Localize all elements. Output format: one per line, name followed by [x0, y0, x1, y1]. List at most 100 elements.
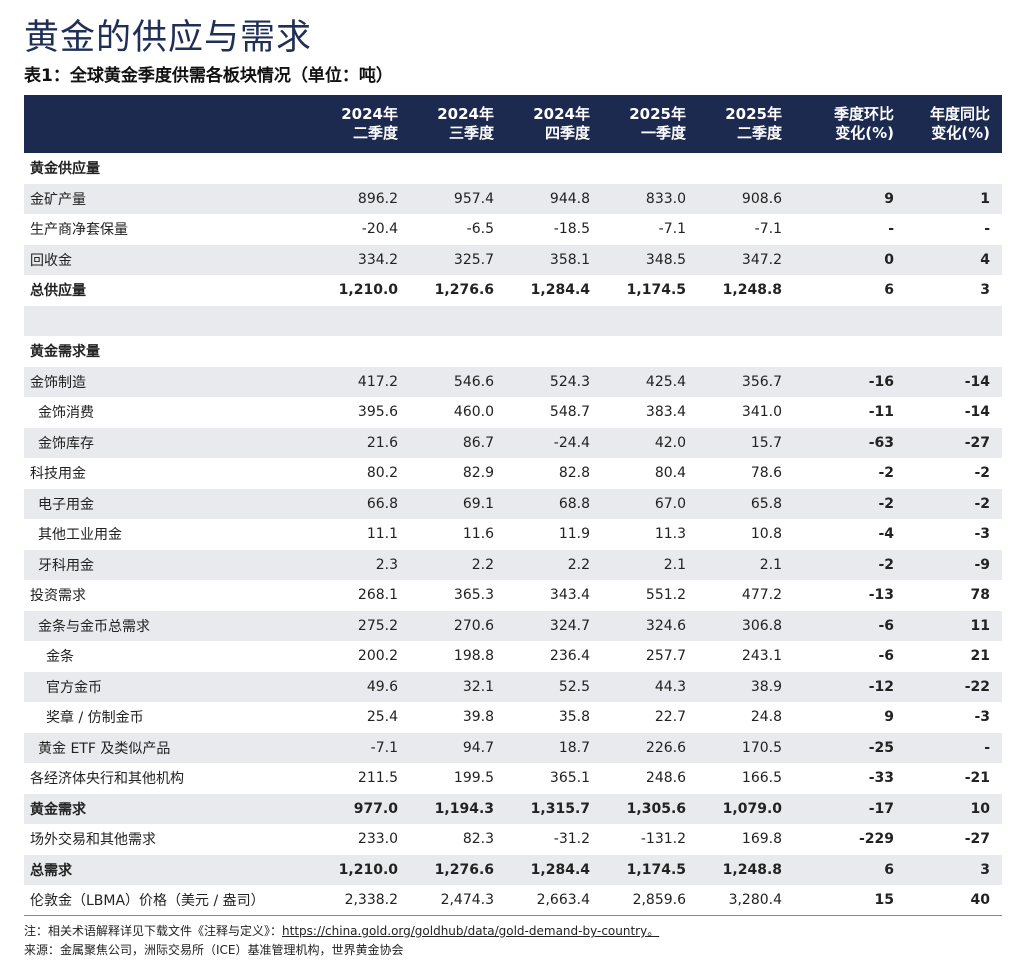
value-cell: 52.5: [558, 678, 590, 695]
column-header: 2024年 四季度: [506, 95, 602, 153]
row-label: 金条: [46, 649, 74, 666]
column-header-line2: 三季度: [448, 124, 494, 142]
value-cell: 24.8: [750, 709, 782, 726]
column-header-line2: 一季度: [640, 124, 686, 142]
table-caption: 表1：全球黄金季度供需各板块情况（单位：吨）: [24, 66, 393, 86]
change-cell: [794, 336, 906, 367]
table-row: 金饰消费 395.6 460.0 548.7 383.4 341.0 -11 -14: [24, 397, 1002, 428]
value-cell: [506, 306, 602, 337]
change-cell: -3: [974, 526, 990, 543]
change-cell: -4: [878, 526, 894, 543]
value-cell: 211.5: [357, 770, 398, 787]
row-label: 回收金: [30, 252, 72, 269]
value-cell: 365.3: [453, 587, 494, 604]
value-cell: 39.8: [462, 709, 494, 726]
value-cell: 268.1: [357, 587, 398, 604]
value-cell: 417.2: [357, 373, 398, 390]
row-label: 生产商净套保量: [30, 222, 128, 239]
value-cell: 25.4: [366, 709, 398, 726]
value-cell: 548.7: [549, 404, 590, 421]
column-header-line2: 二季度: [352, 124, 398, 142]
value-cell: 94.7: [462, 739, 494, 756]
row-label: 金饰消费: [38, 405, 94, 422]
value-cell: 68.8: [558, 495, 590, 512]
note-link[interactable]: https://china.gold.org/goldhub/data/gold…: [282, 924, 660, 938]
change-cell: -14: [964, 373, 990, 390]
change-cell: [906, 306, 1002, 337]
row-label: 总供应量: [30, 283, 86, 300]
table-row: 场外交易和其他需求 233.0 82.3 -31.2 -131.2 169.8 -229 -2…: [24, 824, 1002, 855]
value-cell: 82.9: [462, 465, 494, 482]
table-row: 其他工业用金 11.1 11.6 11.9 11.3 10.8 -4 -3: [24, 519, 1002, 550]
value-cell: -31.2: [553, 831, 590, 848]
change-cell: 9: [884, 190, 894, 207]
table-row: 总需求 1,210.0 1,276.6 1,284.4 1,174.5 1,248.8 6 3: [24, 854, 1002, 885]
value-cell: 341.0: [741, 404, 782, 421]
table-row: 电子用金 66.8 69.1 68.8 67.0 65.8 -2 -2: [24, 488, 1002, 519]
value-cell: 44.3: [654, 678, 686, 695]
row-label: 其他工业用金: [38, 527, 122, 544]
value-cell: 944.8: [549, 190, 590, 207]
value-cell: 82.8: [558, 465, 590, 482]
value-cell: -24.4: [553, 434, 590, 451]
value-cell: 524.3: [549, 373, 590, 390]
change-cell: 3: [980, 282, 990, 299]
value-cell: [314, 306, 410, 337]
table-row: 金饰制造 417.2 546.6 524.3 425.4 356.7 -16 -14: [24, 366, 1002, 397]
change-cell: -2: [878, 465, 894, 482]
source-line: 来源：金属聚焦公司，洲际交易所（ICE）基准管理机构，世界黄金协会: [24, 943, 404, 957]
table-row: 黄金 ETF 及类似产品 -7.1 94.7 18.7 226.6 170.5 -25 -: [24, 732, 1002, 763]
value-cell: 477.2: [741, 587, 782, 604]
value-cell: 49.6: [366, 678, 398, 695]
value-cell: 977.0: [353, 800, 398, 817]
column-header: 季度环比 变化(%): [794, 95, 906, 153]
value-cell: [602, 153, 698, 184]
change-cell: -21: [964, 770, 990, 787]
value-cell: 21.6: [366, 434, 398, 451]
table-row: 生产商净套保量 -20.4 -6.5 -18.5 -7.1 -7.1 - -: [24, 214, 1002, 245]
value-cell: 395.6: [357, 404, 398, 421]
change-cell: -63: [868, 434, 894, 451]
column-header-line2: 变化(%): [835, 124, 894, 142]
row-label: 金矿产量: [30, 191, 86, 208]
value-cell: 78.6: [750, 465, 782, 482]
change-cell: 21: [970, 648, 990, 665]
change-cell: -: [888, 221, 894, 238]
value-cell: [698, 153, 794, 184]
change-cell: -27: [964, 434, 990, 451]
value-cell: 324.6: [645, 617, 686, 634]
value-cell: 199.5: [453, 770, 494, 787]
value-cell: 2,663.4: [506, 885, 602, 916]
value-cell: -7.1: [370, 739, 398, 756]
column-header: 2025年 一季度: [602, 95, 698, 153]
row-label: 金条与金币总需求: [38, 618, 150, 635]
row-label: 官方金币: [46, 679, 102, 696]
column-header: 2024年 二季度: [314, 95, 410, 153]
value-cell: 1,305.6: [626, 800, 686, 817]
value-cell: 80.2: [366, 465, 398, 482]
row-label: 黄金需求: [30, 801, 86, 818]
value-cell: 11.3: [654, 526, 686, 543]
value-cell: 233.0: [357, 831, 398, 848]
value-cell: 1,174.5: [626, 861, 686, 878]
value-cell: 243.1: [741, 648, 782, 665]
value-cell: 460.0: [453, 404, 494, 421]
change-cell: -22: [964, 678, 990, 695]
value-cell: 11.1: [366, 526, 398, 543]
value-cell: 2.3: [375, 556, 398, 573]
value-cell: 166.5: [741, 770, 782, 787]
change-cell: -: [984, 739, 990, 756]
value-cell: 325.7: [453, 251, 494, 268]
change-cell: -11: [868, 404, 894, 421]
value-cell: 383.4: [645, 404, 686, 421]
value-cell: 69.1: [462, 495, 494, 512]
value-cell: 2,338.2: [314, 885, 410, 916]
value-cell: -18.5: [553, 221, 590, 238]
value-cell: 2,474.3: [410, 885, 506, 916]
value-cell: 1,194.3: [434, 800, 494, 817]
table-row: 牙科用金 2.3 2.2 2.2 2.1 2.1 -2 -9: [24, 549, 1002, 580]
value-cell: 22.7: [654, 709, 686, 726]
header-label-cell: [24, 95, 314, 153]
value-cell: 65.8: [750, 495, 782, 512]
